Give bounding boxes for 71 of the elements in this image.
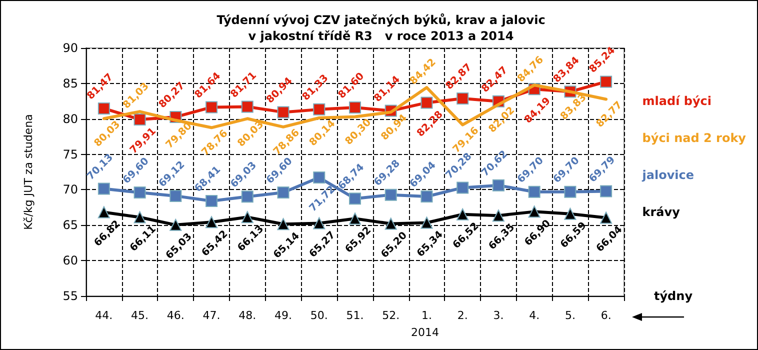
- point: [420, 216, 433, 229]
- x-tick-label: 46.: [166, 309, 184, 322]
- chart-title: Týdenní vývoj CZV jatečných býků, krav a jalovic v jakostní třídě R3 v roce 2013 a 2014: [216, 13, 546, 43]
- x-tick-label: 5.: [564, 309, 576, 322]
- point: [384, 188, 397, 201]
- point: [456, 208, 469, 220]
- point: [313, 217, 326, 230]
- point: [349, 102, 361, 114]
- point: [241, 190, 254, 203]
- point: [349, 192, 361, 205]
- x-tick-label: 45.: [131, 309, 149, 322]
- point: [241, 211, 254, 224]
- point: [600, 76, 612, 88]
- x-tick-label: 1.: [421, 309, 432, 322]
- point: [98, 102, 110, 114]
- point: [528, 186, 540, 198]
- y-tick-label: 65: [62, 218, 78, 232]
- text: krávy: [642, 205, 680, 219]
- point: [349, 212, 361, 225]
- point: [492, 179, 504, 192]
- x-tick-label: 2.: [457, 309, 468, 322]
- x-tick-label: 47.: [202, 309, 220, 322]
- point: [456, 92, 469, 105]
- point: [206, 101, 218, 114]
- x-tick-label: 6.: [600, 309, 612, 322]
- point: [492, 210, 504, 222]
- text: býci nad 2 roky: [642, 131, 746, 145]
- point: [98, 206, 110, 218]
- x-tick-label: 4.: [529, 309, 540, 322]
- y-tick-label: 55: [62, 289, 78, 303]
- point: [456, 182, 469, 194]
- point: [134, 186, 146, 199]
- point: [313, 172, 326, 184]
- point: [241, 100, 254, 113]
- x-tick-label: 52.: [382, 309, 400, 322]
- text: jalovice: [641, 168, 694, 182]
- point: [528, 206, 540, 218]
- point: [600, 212, 612, 224]
- text: 2014: [411, 326, 439, 339]
- y-tick-label: 75: [62, 147, 78, 162]
- y-tick-label: 60: [62, 254, 78, 268]
- x-axis-title: týdny: [654, 289, 693, 303]
- x-tick-label: 3.: [493, 309, 504, 322]
- y-tick-label: 85: [62, 76, 78, 90]
- x-tick-label: 49.: [274, 309, 292, 322]
- point: [384, 218, 397, 230]
- point: [277, 186, 290, 199]
- x-tick-label: 48.: [238, 309, 256, 322]
- x-tick-label: 44.: [95, 309, 113, 322]
- y-tick-label: 80: [62, 112, 78, 126]
- point: [170, 218, 182, 231]
- point: [277, 106, 290, 118]
- x-tick-label: 50.: [310, 309, 328, 322]
- point: [98, 182, 110, 195]
- point: [206, 194, 218, 207]
- point: [564, 208, 576, 220]
- point: [170, 190, 182, 202]
- point: [600, 185, 612, 198]
- y-axis-title: Kč/kg JUT za studena: [22, 114, 35, 230]
- y-tick-label: 70: [62, 182, 78, 197]
- point: [134, 113, 146, 126]
- point: [564, 186, 576, 198]
- point: [420, 96, 433, 109]
- y-tick-label: 90: [62, 41, 78, 55]
- text: mladí býci: [642, 94, 712, 108]
- point: [420, 190, 433, 203]
- x-tick-label: 51.: [346, 309, 364, 322]
- point: [134, 211, 146, 224]
- point: [277, 218, 290, 230]
- point: [206, 216, 218, 228]
- point: [313, 103, 326, 116]
